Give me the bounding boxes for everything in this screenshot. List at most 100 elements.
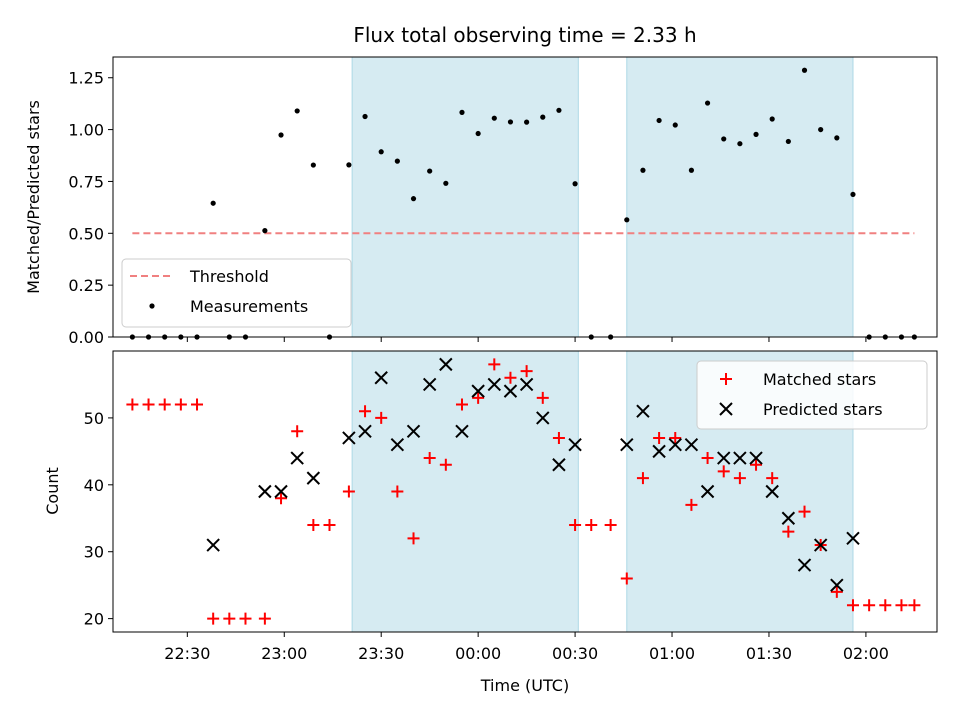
measurement-point (278, 132, 284, 138)
predicted-star-point (749, 451, 763, 465)
predicted-star-point (733, 451, 747, 465)
bottom-axes-frame (112, 350, 938, 633)
measurement-point (294, 108, 300, 114)
measurement-point (443, 180, 449, 186)
legend-measurements-label: Measurements (190, 297, 308, 316)
shaded-interval (626, 56, 854, 338)
x-tick-label: 00:00 (455, 644, 501, 663)
matched-star-point (685, 498, 698, 511)
matched-star-point (750, 458, 763, 471)
predicted-star-point (668, 437, 682, 452)
matched-star-point (798, 505, 811, 518)
matched-star-point (158, 398, 171, 411)
measurement-point (378, 149, 384, 155)
measurement-point (737, 141, 743, 147)
top-panel: 0.00 0.25 0.50 0.75 1.00 1.25 Matched/Predict… (24, 56, 938, 347)
measurement-point (818, 126, 824, 133)
predicted-star-point (652, 444, 666, 459)
y-tick-label: 20 (84, 610, 104, 629)
bottom-x-ticks: 22:30 23:00 23:30 00:00 00:30 01:00 01:30 02:00 (164, 632, 889, 663)
measurement-point (262, 228, 268, 234)
y-tick-label: 30 (84, 543, 104, 562)
legend-predicted-swatch (719, 402, 733, 416)
measurement-point (753, 131, 759, 137)
top-shaded-regions (351, 56, 854, 338)
matched-star-point (439, 458, 452, 471)
measurement-point (556, 107, 562, 113)
measurement-point (410, 196, 417, 202)
x-tick-label: 01:00 (649, 644, 695, 663)
x-tick-label: 23:00 (261, 644, 307, 663)
predicted-star-point (620, 437, 634, 452)
top-legend: Threshold Measurements (121, 258, 352, 328)
chart-title: Flux total observing time = 2.33 h (353, 23, 696, 47)
matched-star-point (359, 405, 372, 418)
x-axis-label: Time (UTC) (480, 676, 569, 695)
measurement-point (721, 136, 727, 142)
predicted-star-point (290, 451, 304, 465)
matched-star-point (879, 599, 892, 612)
measurement-point (362, 113, 368, 120)
predicted-stars-points (206, 357, 860, 592)
legend-measurements-swatch (149, 303, 155, 309)
matched-star-point (620, 572, 633, 585)
measurement-point (491, 115, 497, 121)
matched-star-point (552, 431, 565, 444)
matched-star-point (142, 398, 155, 411)
predicted-star-point (781, 511, 796, 525)
bottom-legend: Matched stars Predicted stars (696, 360, 928, 430)
y-tick-label: 0.00 (68, 328, 104, 347)
matched-star-point (275, 492, 288, 505)
matched-star-point (504, 371, 517, 384)
y-tick-label: 1.00 (68, 121, 104, 140)
matched-star-point (846, 599, 859, 612)
bottom-panel: 20 30 40 50 22:30 23:00 23:30 00:00 00:30 01:00 0… (43, 350, 938, 695)
x-tick-label: 02:00 (843, 644, 889, 663)
legend-matched-swatch (720, 373, 732, 385)
x-tick-label: 22:30 (164, 644, 210, 663)
predicted-star-point (439, 357, 453, 372)
matched-star-point (782, 525, 795, 538)
top-x-ticks (186, 337, 867, 342)
measurement-point (346, 162, 352, 168)
predicted-star-point (471, 384, 485, 398)
predicted-star-point (258, 484, 272, 499)
bottom-y-ticks: 20 30 40 50 (84, 409, 113, 629)
matched-star-point (585, 518, 598, 531)
matched-star-point (569, 518, 582, 531)
matched-star-point (636, 472, 649, 485)
measurement-point (672, 122, 678, 128)
legend-matched-label: Matched stars (763, 370, 876, 389)
predicted-star-point (487, 377, 502, 392)
legend-threshold-label: Threshold (189, 267, 269, 286)
matched-star-point (375, 411, 388, 424)
legend-predicted-label: Predicted stars (763, 400, 883, 419)
matched-star-point (520, 365, 533, 378)
predicted-star-point (830, 578, 844, 592)
predicted-star-point (519, 377, 534, 392)
measurement-point (640, 167, 646, 173)
matched-star-point (472, 391, 485, 404)
measurement-point (210, 200, 216, 206)
predicted-star-point (536, 411, 550, 425)
predicted-star-point (390, 437, 405, 452)
y-tick-label: 0.50 (68, 224, 104, 243)
matched-star-point (207, 612, 220, 625)
matched-star-point (488, 358, 501, 371)
y-tick-label: 40 (84, 476, 104, 495)
matched-star-point (536, 391, 549, 404)
measurement-point (507, 119, 514, 125)
matched-star-point (307, 518, 320, 531)
matched-star-point (669, 431, 682, 444)
measurement-point (704, 100, 711, 106)
predicted-star-point (374, 371, 388, 385)
predicted-star-point (797, 558, 812, 572)
matched-star-point (191, 398, 204, 411)
shaded-interval (351, 350, 579, 633)
matched-star-point (701, 452, 714, 465)
matched-star-point (223, 612, 236, 625)
y-tick-label: 0.75 (68, 172, 104, 191)
y-tick-label: 0.25 (68, 276, 104, 295)
predicted-star-point (503, 384, 518, 398)
matched-star-point (174, 398, 187, 411)
